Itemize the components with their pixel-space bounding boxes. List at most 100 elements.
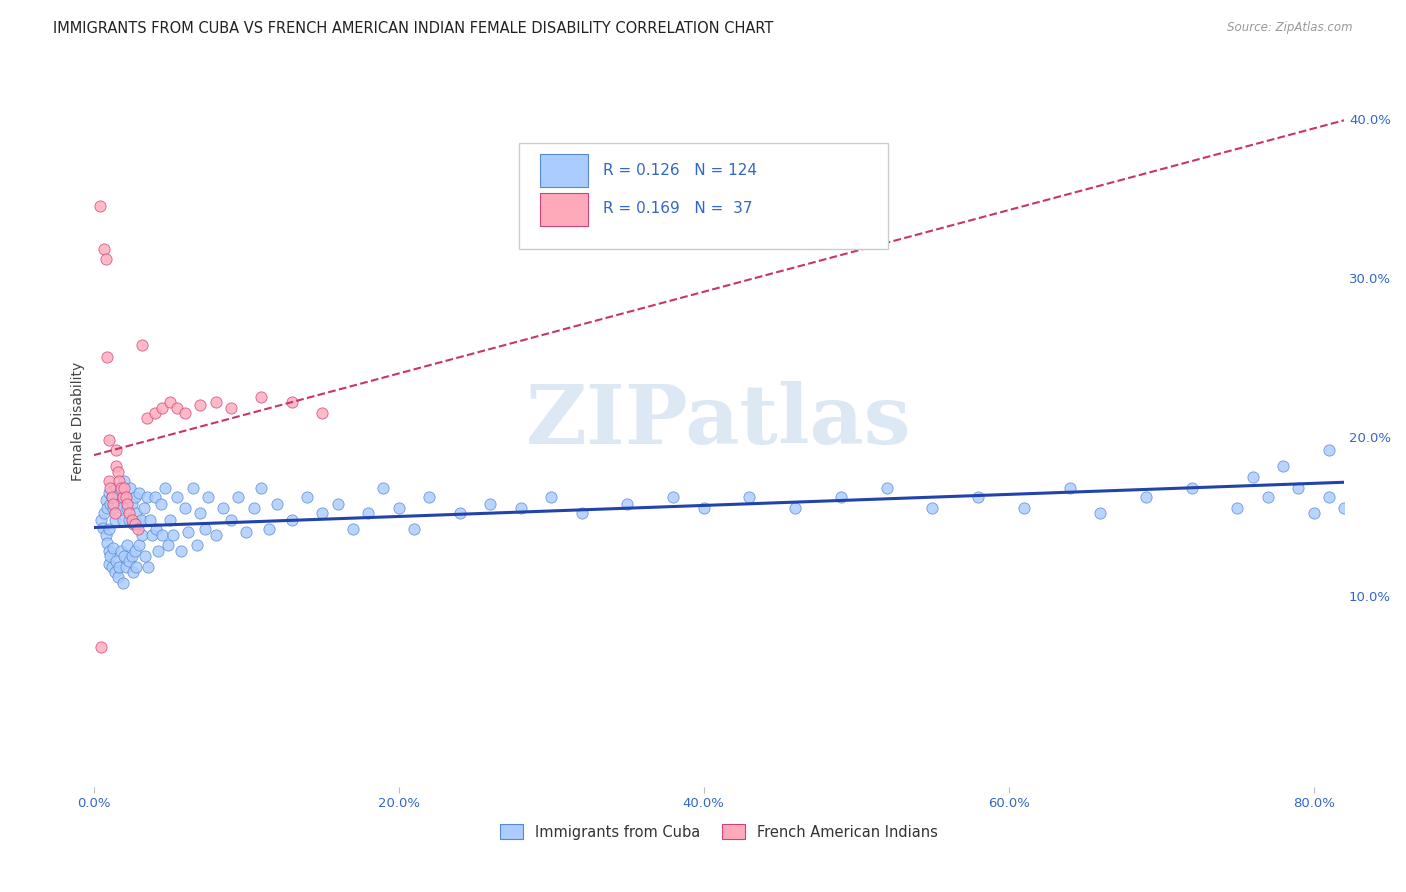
Point (1181, 481, 1204, 495)
Point (157, 538, 180, 552)
Text: ZIPatlas: ZIPatlas (526, 381, 911, 461)
Point (177, 525, 200, 540)
Point (143, 491, 166, 505)
Point (186, 538, 208, 552)
Point (124, 544, 146, 558)
Point (159, 512, 181, 526)
Point (129, 512, 152, 526)
Point (194, 522, 217, 536)
Point (785, 501, 807, 516)
Point (107, 465, 129, 479)
Point (121, 497, 143, 511)
Point (90, 640, 112, 654)
Point (97, 544, 120, 558)
Point (115, 538, 138, 552)
Point (150, 528, 173, 542)
Point (93, 242, 115, 256)
Point (1272, 458, 1295, 473)
Point (692, 501, 714, 516)
Point (101, 560, 124, 574)
Point (162, 528, 184, 542)
Point (146, 544, 169, 558)
Point (110, 544, 132, 558)
Point (97, 557, 120, 571)
Point (145, 522, 167, 536)
Point (143, 406, 166, 420)
Point (121, 512, 143, 526)
Point (114, 491, 136, 505)
Point (235, 525, 257, 540)
Point (118, 506, 141, 520)
Point (159, 395, 181, 409)
Point (91, 520, 114, 534)
Point (738, 491, 761, 505)
Point (571, 506, 593, 520)
Point (98, 481, 121, 495)
Point (188, 398, 211, 412)
Point (662, 491, 685, 505)
Point (105, 458, 128, 473)
Point (111, 512, 134, 526)
Point (136, 410, 159, 425)
Point (115, 497, 138, 511)
Point (111, 491, 134, 505)
Point (311, 406, 333, 420)
Point (181, 481, 204, 495)
Point (110, 501, 132, 516)
Point (134, 549, 156, 564)
Point (124, 517, 146, 532)
Point (166, 401, 188, 416)
Point (1059, 481, 1081, 495)
Point (204, 528, 226, 542)
Point (1364, 430, 1386, 444)
Point (120, 481, 142, 495)
Point (228, 491, 250, 505)
Point (1088, 506, 1111, 520)
Point (125, 506, 148, 520)
Point (1286, 481, 1309, 495)
Point (103, 501, 125, 516)
Point (97, 485, 120, 500)
Point (257, 522, 280, 536)
Point (281, 512, 304, 526)
Point (132, 501, 155, 516)
Point (131, 337, 153, 351)
Point (479, 497, 502, 511)
Point (1241, 469, 1264, 483)
Point (131, 528, 153, 542)
Point (1257, 491, 1279, 505)
Point (169, 544, 191, 558)
Point (101, 491, 124, 505)
Point (402, 522, 425, 536)
Point (1226, 501, 1249, 516)
Point (103, 497, 125, 511)
Text: R = 0.169   N =  37: R = 0.169 N = 37 (603, 202, 752, 216)
Point (97, 433, 120, 447)
Point (212, 501, 235, 516)
Point (96, 501, 118, 516)
Point (166, 491, 188, 505)
Point (125, 560, 148, 574)
Point (357, 506, 380, 520)
Point (1317, 442, 1340, 457)
Point (90, 512, 112, 526)
Point (103, 541, 125, 556)
Point (921, 501, 943, 516)
Point (105, 554, 128, 568)
Point (830, 491, 852, 505)
Point (97, 522, 120, 536)
Point (967, 491, 990, 505)
Point (219, 401, 242, 416)
Point (188, 506, 211, 520)
Point (136, 491, 159, 505)
Point (204, 395, 226, 409)
Point (96, 536, 118, 550)
Point (295, 491, 318, 505)
Point (121, 549, 143, 564)
Point (174, 406, 197, 420)
Point (127, 517, 149, 532)
FancyBboxPatch shape (540, 154, 588, 186)
Point (101, 491, 124, 505)
Point (1348, 481, 1371, 495)
Point (1302, 506, 1324, 520)
